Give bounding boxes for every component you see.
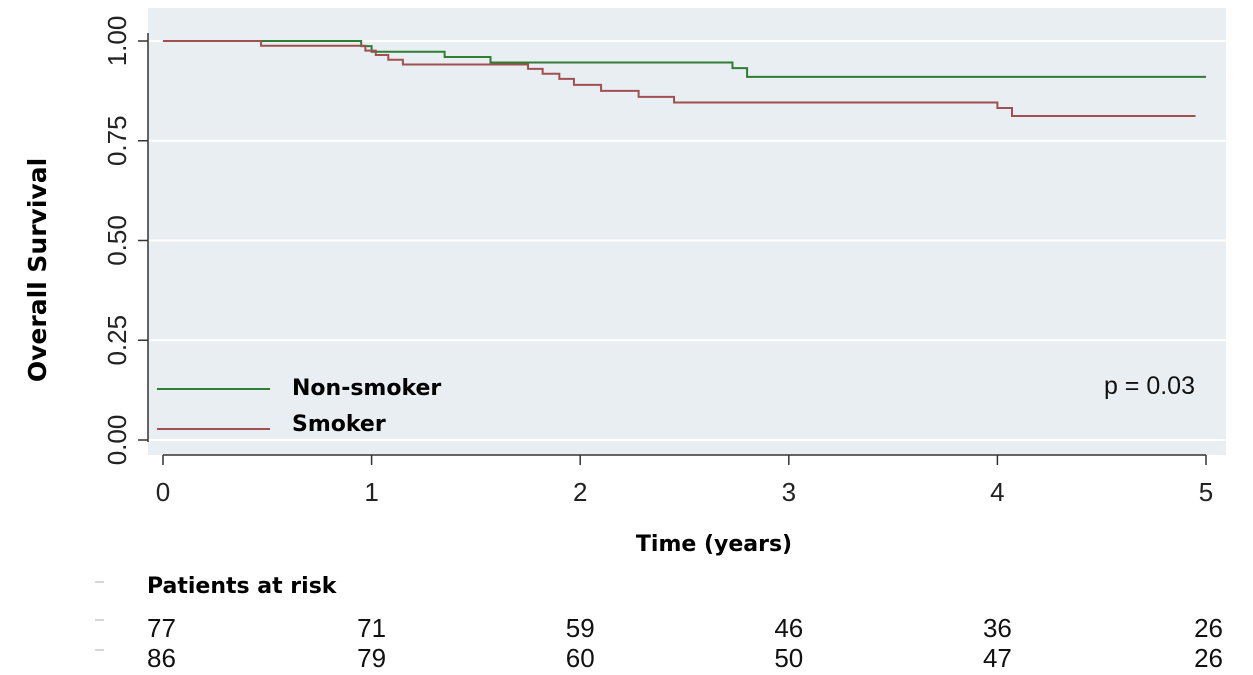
x-tick-label: 3 [782, 477, 796, 507]
plot-background [148, 8, 1226, 455]
x-tick-label: 5 [1199, 477, 1213, 507]
risk-table: Patients at risk 77 71 59 46 36 26 86 79 60 50 47 2… [95, 574, 1223, 673]
y-tick-labels: 0.00 0.25 0.50 0.75 1.00 [102, 16, 132, 466]
x-tick-labels: 0 1 2 3 4 5 [156, 477, 1213, 507]
p-value-annotation: p = 0.03 [1104, 372, 1195, 400]
risk-table-cell: 71 [357, 613, 386, 643]
risk-table-cell: 59 [566, 613, 595, 643]
series-line-smoker [163, 40, 1196, 118]
x-tick-label: 4 [990, 477, 1004, 507]
risk-table-cell: 26 [1194, 613, 1223, 643]
x-tick-label: 2 [573, 477, 587, 507]
risk-table-title: Patients at risk [147, 574, 338, 599]
risk-table-cell: 86 [147, 643, 176, 673]
risk-table-cell: 26 [1194, 643, 1223, 673]
y-tick-label: 0.75 [102, 115, 132, 166]
risk-table-rows: 77 71 59 46 36 26 86 79 60 50 47 26 [147, 613, 1223, 673]
legend-label-smoker: Smoker [292, 412, 386, 437]
axes [138, 33, 1207, 465]
y-tick-label: 0.00 [102, 415, 132, 466]
x-tick-label: 0 [156, 477, 170, 507]
risk-table-cell: 79 [357, 643, 386, 673]
x-tick-label: 1 [364, 477, 378, 507]
series-lines [163, 40, 1206, 118]
risk-table-cell: 60 [566, 643, 595, 673]
risk-table-cell: 36 [983, 613, 1012, 643]
risk-table-cell: 46 [774, 613, 803, 643]
y-tick-label: 0.25 [102, 315, 132, 366]
y-tick-label: 1.00 [102, 16, 132, 67]
y-tick-label: 0.50 [102, 215, 132, 266]
legend: Non-smoker Smoker [157, 376, 441, 437]
y-axis-label: Overall Survival [23, 158, 52, 382]
risk-table-cell: 77 [147, 613, 176, 643]
risk-table-cell: 47 [983, 643, 1012, 673]
risk-table-cell: 50 [774, 643, 803, 673]
legend-label-non-smoker: Non-smoker [292, 376, 441, 401]
x-axis-label: Time (years) [636, 532, 792, 557]
